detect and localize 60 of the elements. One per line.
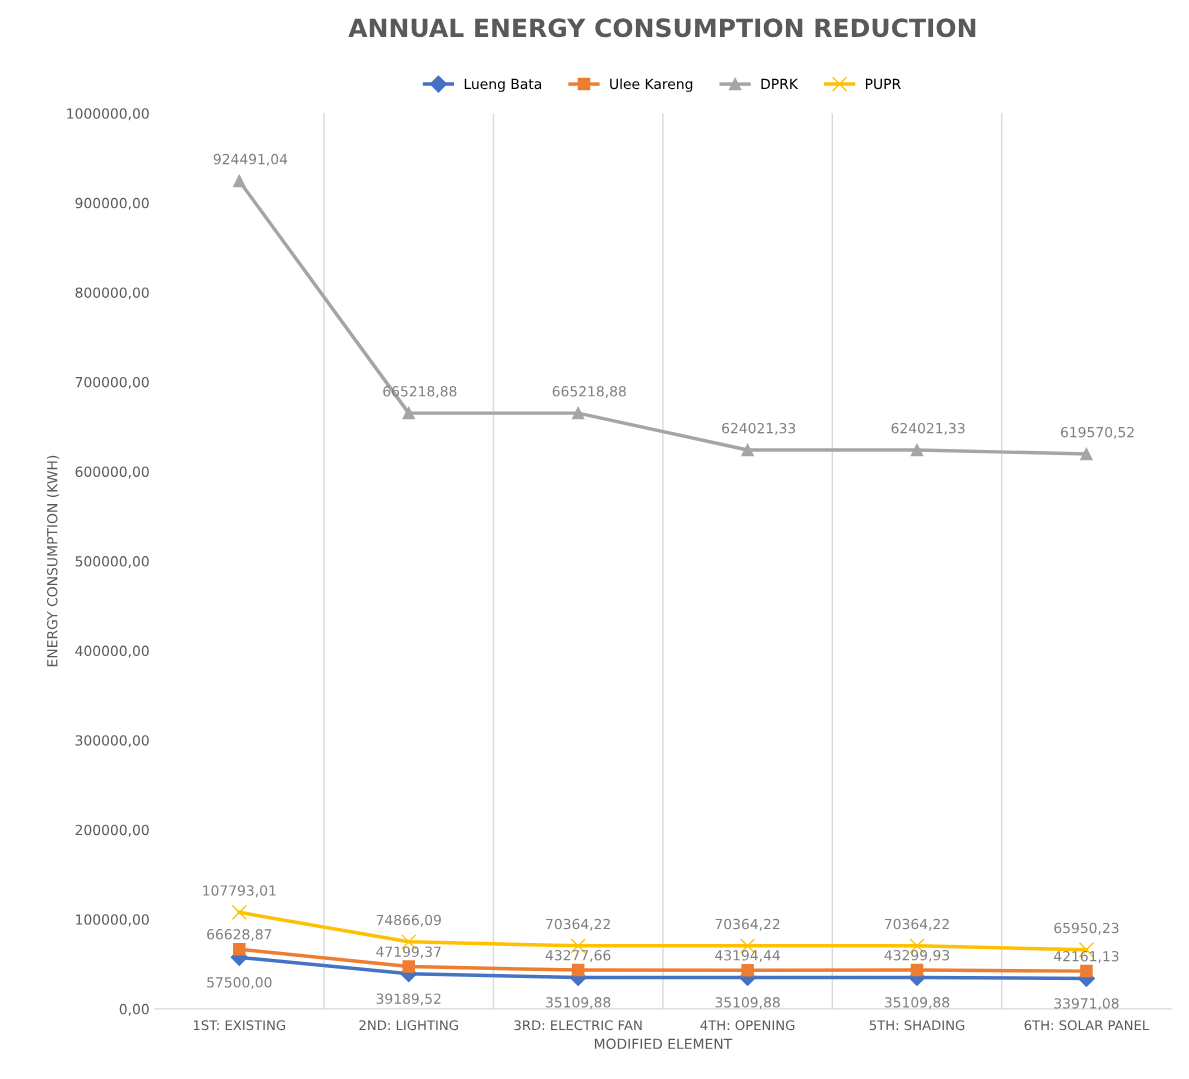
x-tick-label: 4TH: OPENING xyxy=(700,1020,795,1031)
y-tick-label: 500000,00 xyxy=(75,556,149,568)
point xyxy=(571,963,585,977)
y-tick-label: 700000,00 xyxy=(75,376,149,389)
y-tick-label: 900000,00 xyxy=(75,197,149,210)
data-label: 924491,04 xyxy=(213,153,288,166)
legend-label: Ulee Kareng xyxy=(610,78,693,92)
data-label: 624021,33 xyxy=(891,422,965,435)
y-tick-label: 300000,00 xyxy=(75,735,149,748)
point xyxy=(910,963,924,977)
x-axis-title: MODIFIED ELEMENT xyxy=(594,1038,733,1050)
data-label: 43194,44 xyxy=(715,950,780,962)
point xyxy=(233,942,246,956)
point xyxy=(231,904,247,920)
legend-label: PUPR xyxy=(865,78,901,90)
x-tick-label: 5TH: SHADING xyxy=(869,1020,965,1031)
point xyxy=(571,406,585,420)
data-label: 66628,87 xyxy=(207,929,272,941)
data-label: 47199,37 xyxy=(376,946,441,959)
data-label: 43277,66 xyxy=(545,949,611,962)
data-label: 33971,08 xyxy=(1054,998,1119,1011)
data-label: 35109,88 xyxy=(715,997,780,1010)
data-label: 35109,88 xyxy=(546,997,611,1010)
y-tick-label: 400000,00 xyxy=(75,645,149,658)
y-axis-title: ENERGY CONSUMPTION (KWH) xyxy=(46,455,60,667)
point xyxy=(741,443,754,457)
data-label: 43299,93 xyxy=(884,949,950,962)
data-label: 70364,22 xyxy=(885,918,949,931)
point xyxy=(233,174,246,188)
x-tick-label: 3RD: ELECTRIC FAN xyxy=(514,1020,642,1031)
data-label: 70364,22 xyxy=(546,918,610,931)
y-tick-label: 100000,00 xyxy=(76,914,149,927)
data-label: 42161,13 xyxy=(1053,950,1119,963)
data-label: 35109,88 xyxy=(884,997,950,1010)
data-label: 107793,01 xyxy=(203,885,276,898)
y-tick-label: 200000,00 xyxy=(75,824,149,837)
y-tick-label: 600000,00 xyxy=(75,466,149,479)
x-tick-label: 2ND: LIGHTING xyxy=(359,1020,458,1031)
data-label: 624021,33 xyxy=(722,422,796,435)
legend-label: Lueng Bata xyxy=(464,78,542,92)
y-tick-label: 1000000,00 xyxy=(67,108,149,121)
point xyxy=(910,443,924,457)
legend-label: DPRK xyxy=(761,78,799,89)
point xyxy=(1080,964,1093,978)
x-tick-label: 1ST: EXISTING xyxy=(193,1020,286,1031)
chart-title: ANNUAL ENERGY CONSUMPTION REDUCTION xyxy=(348,18,976,38)
data-label: 39189,52 xyxy=(376,993,441,1006)
data-label: 74866,09 xyxy=(376,914,441,927)
data-label: 70364,22 xyxy=(715,918,780,931)
point xyxy=(402,406,415,420)
y-tick-label: 0,00 xyxy=(119,1003,149,1016)
point xyxy=(741,963,754,977)
data-label: 65950,23 xyxy=(1054,922,1119,935)
data-label: 57500,00 xyxy=(207,977,272,989)
point xyxy=(1080,447,1093,461)
point xyxy=(402,960,415,973)
y-tick-label: 800000,00 xyxy=(75,287,149,300)
data-label: 619570,52 xyxy=(1060,426,1134,439)
x-tick-label: 6TH: SOLAR PANEL xyxy=(1024,1020,1150,1031)
data-label: 665218,88 xyxy=(552,386,626,398)
